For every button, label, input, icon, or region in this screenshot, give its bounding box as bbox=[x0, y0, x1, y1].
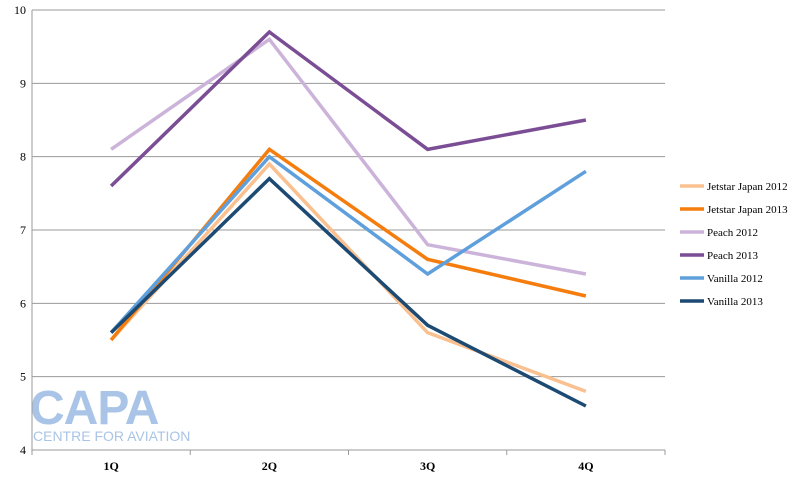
capa-logo: CAPA CENTRE FOR AVIATION bbox=[30, 382, 190, 444]
x-category-label: 2Q bbox=[262, 459, 277, 473]
y-tick-label: 10 bbox=[14, 3, 26, 17]
logo-sub-text: CENTRE FOR AVIATION bbox=[33, 428, 190, 444]
series-line-vanilla-2012 bbox=[109, 154, 587, 334]
series-lines bbox=[109, 29, 587, 408]
series-line-vanilla-2013 bbox=[109, 176, 587, 408]
legend-label: Peach 2013 bbox=[707, 250, 759, 262]
series-line-jetstar-japan-2013 bbox=[109, 146, 587, 342]
y-tick-label: 7 bbox=[20, 223, 26, 237]
legend: Jetstar Japan 2012 Jetstar Japan 2013 Peac… bbox=[680, 181, 788, 308]
x-category-label: 4Q bbox=[578, 459, 593, 473]
x-category-label: 1Q bbox=[103, 459, 118, 473]
y-tick-label: 8 bbox=[20, 150, 26, 164]
legend-label: Jetstar Japan 2012 bbox=[707, 181, 788, 193]
legend-label: Peach 2012 bbox=[707, 227, 758, 239]
y-tick-label: 5 bbox=[20, 370, 26, 384]
y-tick-label: 9 bbox=[20, 76, 26, 90]
series-line-peach-2012 bbox=[110, 36, 587, 276]
legend-label: Vanilla 2013 bbox=[707, 296, 763, 308]
series-line-jetstar-japan-2012 bbox=[109, 161, 587, 393]
y-tick-label: 6 bbox=[20, 296, 26, 310]
legend-label: Vanilla 2012 bbox=[707, 273, 763, 285]
series-line-peach-2013 bbox=[109, 29, 587, 188]
x-category-label: 3Q bbox=[420, 459, 435, 473]
axes: 4 5 6 7 8 9 10 1Q 2Q 3Q 4Q bbox=[14, 3, 666, 473]
y-tick-label: 4 bbox=[20, 443, 26, 457]
legend-label: Jetstar Japan 2013 bbox=[707, 204, 788, 216]
logo-main-text: CAPA bbox=[30, 382, 159, 435]
